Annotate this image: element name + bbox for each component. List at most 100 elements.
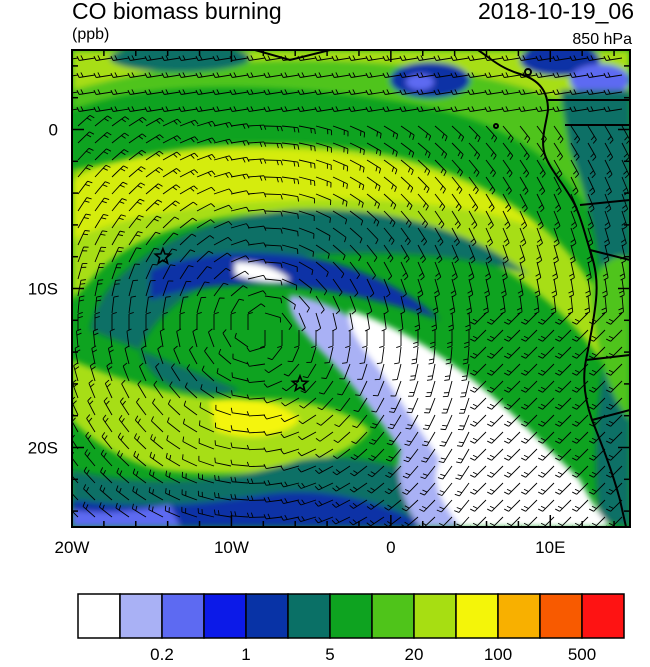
wind-barb [247,124,267,131]
wind-barb [536,176,546,195]
wind-barb [212,106,232,112]
wind-barb [263,447,283,453]
wind-barb [586,89,606,95]
wind-barb [466,295,473,315]
wind-barb [93,72,113,78]
wind-barb [179,265,194,280]
wind-barb [178,106,198,112]
wind-barb [485,176,496,195]
wind-barb [426,363,436,381]
wind-barb [232,353,249,365]
wind-barb [440,414,453,431]
wind-barb [364,312,370,332]
wind-barb [179,249,196,263]
wind-barb [145,280,156,297]
wind-barb [111,214,127,229]
wind-barb [331,516,351,525]
wind-barb [603,72,623,78]
colorbar-swatch [77,593,121,639]
wind-barb [165,470,181,484]
wind-barb [173,345,181,365]
wind-barb [213,155,233,162]
wind-barb [212,72,232,78]
wind-barb [111,165,129,178]
wind-barb [77,246,89,263]
wind-barb [298,278,313,294]
wind-barb [484,72,504,78]
wind-barb [451,159,463,177]
wind-barb [572,363,589,376]
wind-barb [521,312,538,325]
wind-barb [519,193,528,213]
wind-barb [145,263,158,280]
wind-barb [247,290,267,297]
wind-barb [213,236,233,246]
wind-barb [572,482,589,495]
wind-barb [150,416,164,433]
wind-barb [485,159,496,178]
wind-barb [332,448,351,460]
wind-barb [264,176,283,183]
wind-barb [570,142,580,161]
wind-barb [263,496,283,503]
wind-barb [230,298,245,314]
wind-barb [297,448,317,457]
wind-barb [246,377,266,384]
wind-barb [294,330,300,348]
wind-barb [229,72,249,78]
wind-barb [366,210,380,227]
wind-barb [468,125,481,143]
wind-barb [277,330,283,348]
wind-barb [454,482,470,497]
wind-barb [213,267,231,280]
wind-barb [213,509,232,518]
wind-barb [111,149,129,161]
wind-barb [572,465,589,478]
wind-barb [501,261,508,281]
wind-barb [404,431,419,446]
wind-barb [348,72,368,78]
wind-barb [189,345,198,365]
wind-barb [263,513,283,520]
wind-barb [298,244,314,257]
wind-barb [315,227,331,241]
wind-barb [587,176,596,196]
wind-barb [263,106,283,112]
wind-barb [538,431,555,444]
wind-barb [231,390,249,399]
wind-barb [162,151,181,161]
wind-barb [128,198,145,212]
wind-barb [204,346,215,365]
wind-barb [348,89,368,95]
wind-barb [128,182,146,195]
wind-barb [402,465,419,479]
wind-barb [110,106,130,112]
wind-barb [196,312,202,330]
wind-barb [281,176,300,185]
wind-barb [402,482,419,495]
wind-barb [417,244,426,264]
wind-barb [128,231,143,246]
wind-barb [128,149,147,161]
wind-barb [501,106,521,112]
wind-barb [144,55,164,61]
wind-barb [332,482,351,492]
wind-barb [436,499,453,513]
wind-barb [384,499,402,511]
wind-barb [366,278,375,298]
wind-barb [161,55,181,61]
wind-barb [459,397,470,414]
wind-barb [171,363,181,382]
wind-barb [417,176,430,194]
wind-barb [263,55,283,61]
wind-barb [166,435,181,450]
wind-barb [468,227,477,247]
wind-barb [179,217,197,229]
wind-barb [137,380,147,399]
wind-barb [521,346,538,359]
wind-barbs [72,55,630,527]
wind-barb [619,261,626,281]
wind-barb [400,244,410,263]
wind-barb [585,278,591,298]
wind-barb [91,345,98,365]
